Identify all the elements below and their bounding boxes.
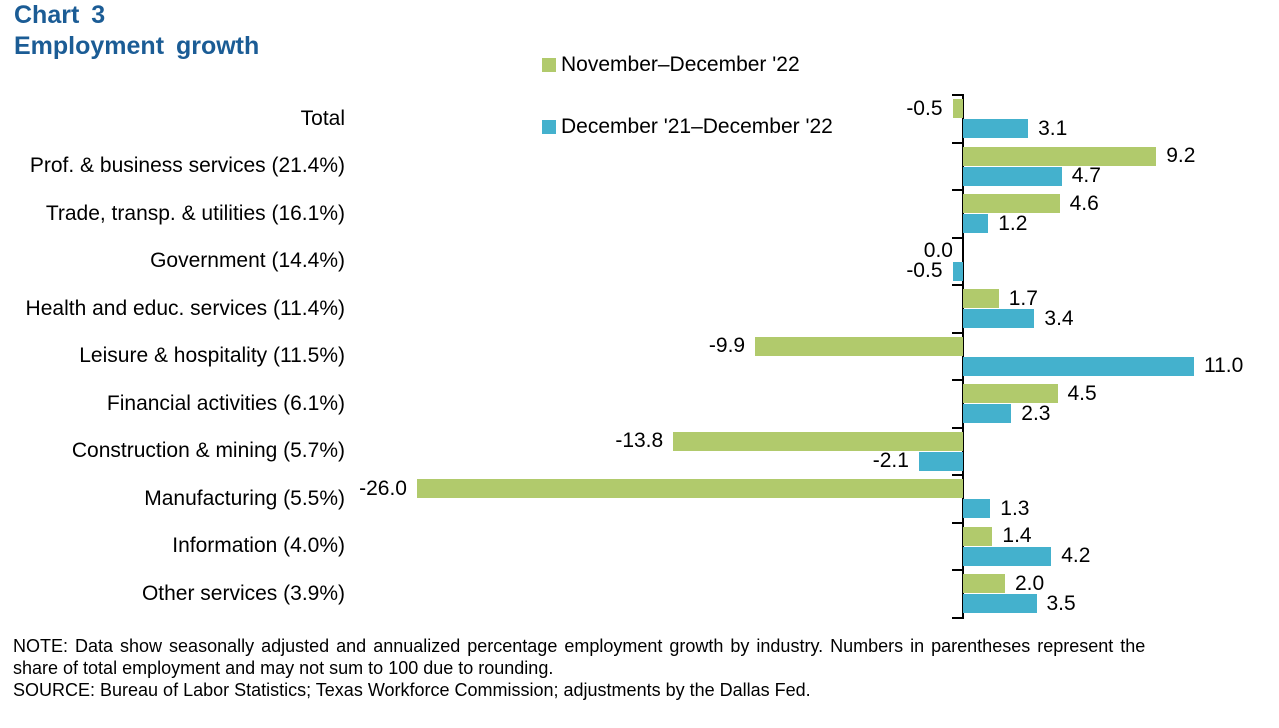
legend-item-nov-dec: November–December '22 bbox=[542, 54, 800, 76]
axis-tick bbox=[952, 569, 962, 571]
category-label: Manufacturing (5.5%) bbox=[144, 486, 345, 510]
axis-tick bbox=[952, 426, 962, 429]
value-label: -26.0 bbox=[359, 476, 407, 500]
value-label: 11.0 bbox=[1204, 354, 1244, 377]
value-label: 3.4 bbox=[1044, 306, 1074, 330]
bar-yoy bbox=[963, 166, 1062, 186]
value-label: -9.9 bbox=[708, 334, 746, 357]
axis-tick bbox=[952, 236, 962, 239]
category-label: Government (14.4%) bbox=[150, 249, 345, 273]
axis-tick bbox=[952, 141, 962, 144]
axis-tick bbox=[952, 521, 962, 524]
value-axis bbox=[962, 94, 964, 619]
category-label: Construction & mining (5.7%) bbox=[71, 439, 345, 463]
bar-nov-dec bbox=[963, 526, 993, 546]
legend-item-yoy: December '21–December '22 bbox=[542, 116, 833, 138]
value-label: 4.5 bbox=[1067, 381, 1097, 405]
axis-tick bbox=[952, 94, 962, 96]
note-line-1: NOTE: Data show seasonally adjusted and … bbox=[13, 636, 1146, 656]
bar-nov-dec bbox=[417, 479, 963, 498]
category-label: Trade, transp. & utilities (16.1%) bbox=[45, 201, 345, 225]
value-label: 4.6 bbox=[1069, 191, 1099, 215]
chart-subtitle: Employment growth bbox=[14, 32, 260, 60]
bar-yoy bbox=[963, 119, 1029, 138]
bar-yoy bbox=[952, 261, 963, 281]
source-line: SOURCE: Bureau of Labor Statistics; Texa… bbox=[13, 680, 811, 700]
value-label: -0.5 bbox=[906, 96, 943, 120]
category-label: Information (4.0%) bbox=[172, 534, 345, 558]
value-label: 0.0 bbox=[923, 239, 953, 262]
legend-swatch-blue bbox=[542, 120, 556, 134]
value-label: 2.3 bbox=[1021, 401, 1051, 425]
category-label: Financial activities (6.1%) bbox=[106, 391, 345, 415]
legend-swatch-green bbox=[542, 58, 556, 72]
legend-label-yoy: December '21–December '22 bbox=[561, 115, 833, 138]
value-label: 1.3 bbox=[1000, 496, 1030, 520]
category-label: Total bbox=[300, 106, 345, 130]
value-label: -2.1 bbox=[872, 449, 909, 472]
category-label: Leisure & hospitality (11.5%) bbox=[79, 344, 345, 368]
value-label: -13.8 bbox=[615, 429, 664, 452]
bar-nov-dec bbox=[963, 574, 1005, 593]
bar-yoy bbox=[963, 594, 1037, 613]
bar-yoy bbox=[963, 356, 1194, 376]
bar-nov-dec bbox=[952, 99, 963, 118]
value-label: 3.5 bbox=[1046, 591, 1076, 615]
bar-yoy bbox=[963, 309, 1035, 328]
note-line-2: share of total employment and may not su… bbox=[13, 658, 554, 678]
bar-yoy bbox=[963, 404, 1012, 423]
value-label: 1.2 bbox=[998, 211, 1028, 235]
axis-tick bbox=[952, 474, 962, 476]
bar-yoy bbox=[963, 214, 989, 233]
bar-nov-dec bbox=[963, 146, 1157, 166]
bar-nov-dec bbox=[673, 431, 963, 451]
chart-number: Chart 3 bbox=[14, 1, 106, 29]
bar-nov-dec bbox=[963, 194, 1060, 213]
category-label: Health and educ. services (11.4%) bbox=[25, 296, 345, 320]
bar-nov-dec bbox=[963, 289, 999, 308]
bar-yoy bbox=[963, 499, 991, 518]
value-label: 4.7 bbox=[1071, 164, 1101, 187]
bar-yoy bbox=[918, 451, 963, 471]
value-label: 1.7 bbox=[1008, 286, 1038, 310]
axis-tick bbox=[952, 284, 962, 286]
value-label: 2.0 bbox=[1015, 571, 1045, 595]
category-label: Other services (3.9%) bbox=[141, 581, 345, 605]
chart-title: Chart 3 Employment growth bbox=[14, 0, 259, 62]
legend-label-nov-dec: November–December '22 bbox=[561, 53, 800, 76]
chart-footnotes: NOTE: Data show seasonally adjusted and … bbox=[13, 635, 1263, 701]
value-label: 4.2 bbox=[1061, 544, 1091, 567]
value-label: -0.5 bbox=[906, 259, 943, 282]
bar-nov-dec bbox=[755, 336, 963, 356]
axis-tick bbox=[952, 379, 962, 381]
axis-tick bbox=[952, 331, 962, 334]
category-label: Prof. & business services (21.4%) bbox=[29, 154, 345, 178]
value-label: 3.1 bbox=[1038, 116, 1068, 140]
axis-tick bbox=[952, 189, 962, 191]
axis-tick bbox=[952, 616, 962, 619]
bar-yoy bbox=[963, 546, 1052, 566]
value-label: 9.2 bbox=[1166, 144, 1196, 167]
bar-nov-dec bbox=[963, 384, 1058, 403]
value-label: 1.4 bbox=[1002, 524, 1032, 547]
